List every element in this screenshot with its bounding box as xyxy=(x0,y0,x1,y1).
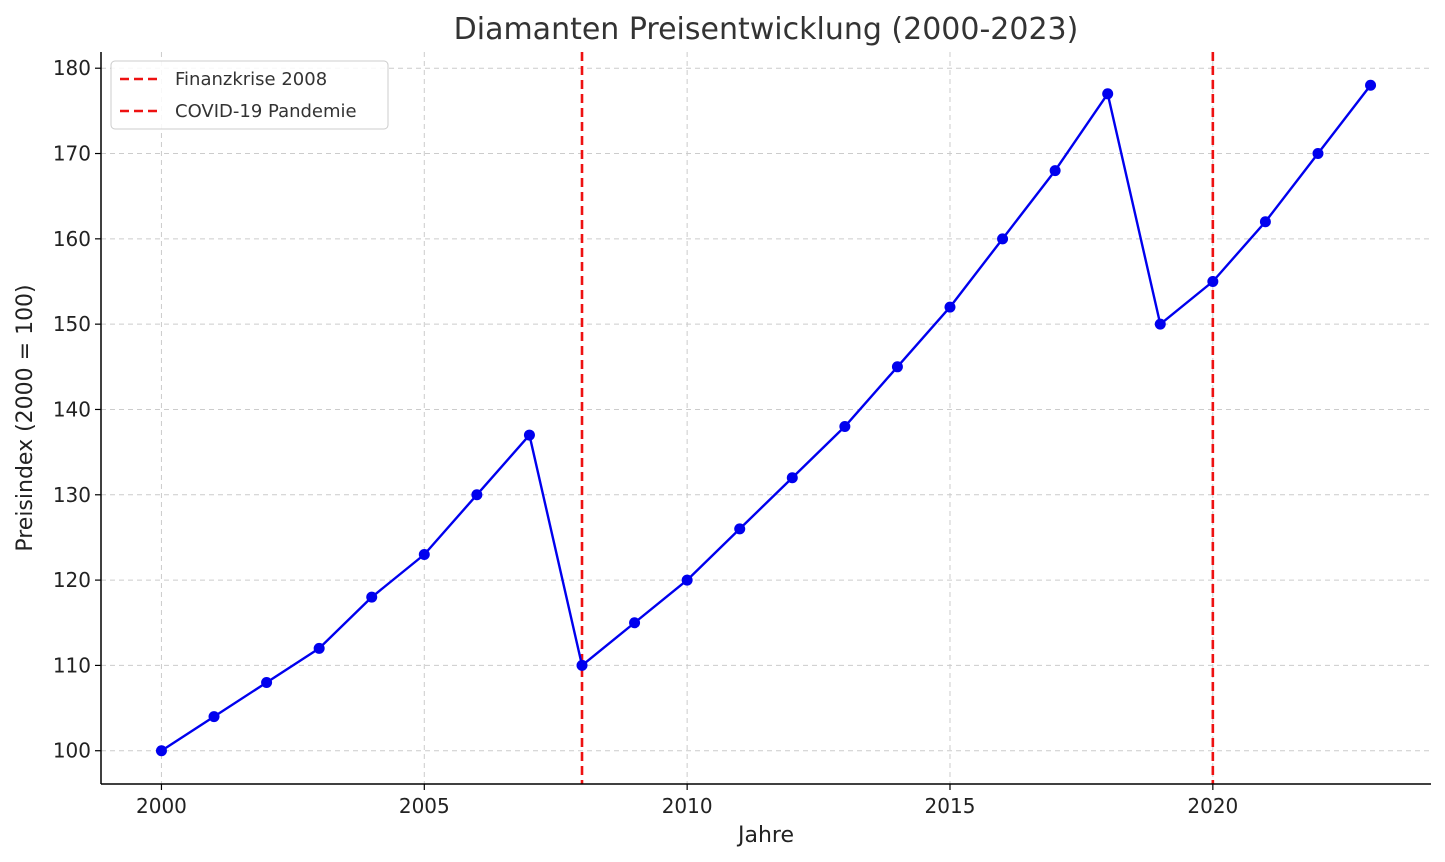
data-point xyxy=(629,617,641,629)
data-point xyxy=(471,489,483,501)
legend-box xyxy=(110,60,389,130)
data-point xyxy=(1207,275,1219,287)
data-point xyxy=(1312,148,1324,160)
y-tick-label: 130 xyxy=(53,483,91,507)
x-tick-label: 2015 xyxy=(925,794,976,818)
data-point xyxy=(208,711,220,723)
data-point xyxy=(523,429,535,441)
data-point xyxy=(997,233,1009,245)
data-point xyxy=(681,574,693,586)
data-point xyxy=(944,301,956,313)
x-tick-label: 2020 xyxy=(1187,794,1238,818)
data-point xyxy=(366,591,378,603)
y-tick-label: 180 xyxy=(53,56,91,80)
data-point xyxy=(313,642,325,654)
y-tick-label: 170 xyxy=(53,142,91,166)
x-tick-label: 2000 xyxy=(136,794,187,818)
data-point xyxy=(576,659,588,671)
data-point xyxy=(418,549,430,561)
y-axis-label: Preisindex (2000 = 100) xyxy=(13,284,38,551)
data-point xyxy=(839,421,851,433)
y-tick-label: 150 xyxy=(53,312,91,336)
y-tick-label: 110 xyxy=(53,653,91,677)
data-point xyxy=(261,676,273,688)
data-point xyxy=(1259,216,1271,228)
y-axis-ticks: 100 110 120 130 140 150 160 170 180 xyxy=(53,56,101,763)
chart-title: Diamanten Preisentwicklung (2000-2023) xyxy=(454,12,1079,47)
legend-label: Finanzkrise 2008 xyxy=(175,69,327,90)
x-tick-label: 2010 xyxy=(662,794,713,818)
y-tick-label: 100 xyxy=(53,739,91,763)
x-tick-label: 2005 xyxy=(399,794,450,818)
x-axis-label: Jahre xyxy=(736,823,794,848)
data-point xyxy=(786,472,798,484)
legend-label: COVID-19 Pandemie xyxy=(175,101,357,122)
y-tick-label: 140 xyxy=(53,397,91,421)
legend: Finanzkrise 2008 COVID-19 Pandemie xyxy=(110,60,389,130)
data-point xyxy=(1154,318,1166,330)
data-point xyxy=(1365,79,1377,91)
data-point xyxy=(891,361,903,373)
y-tick-label: 120 xyxy=(53,568,91,592)
data-point xyxy=(155,745,167,757)
x-axis-ticks: 2000 2005 2010 2015 2020 xyxy=(136,784,1238,818)
event-lines xyxy=(580,52,1215,784)
y-tick-label: 160 xyxy=(53,227,91,251)
grid-lines xyxy=(101,52,1431,784)
data-point xyxy=(734,523,746,535)
axes xyxy=(100,52,1431,785)
data-point xyxy=(1102,88,1114,100)
data-point xyxy=(1049,165,1061,177)
series-line xyxy=(160,84,1372,752)
series-layer xyxy=(155,79,1377,757)
